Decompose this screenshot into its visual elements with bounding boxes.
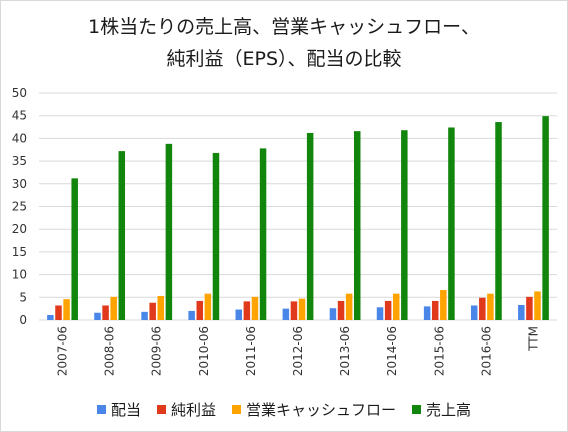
bar-2-2015-06 bbox=[431, 300, 439, 320]
bar-4-2015-06 bbox=[448, 127, 455, 320]
legend-label: 売上高 bbox=[426, 401, 472, 419]
x-tick-label: 2008-06 bbox=[103, 326, 117, 376]
bar-2-2012-06 bbox=[290, 301, 298, 320]
x-tick-label: 2012-06 bbox=[291, 326, 305, 376]
x-tick-label: 2014-06 bbox=[385, 326, 399, 376]
bar-2-2016-06 bbox=[479, 297, 486, 320]
bar-3-2011-06 bbox=[251, 296, 259, 320]
y-tick-label: 45 bbox=[12, 109, 27, 123]
bar-3-2007-06 bbox=[63, 299, 70, 320]
y-tick-label: 15 bbox=[12, 245, 27, 259]
bar-3-2012-06 bbox=[298, 298, 306, 320]
y-tick-label: 35 bbox=[12, 154, 27, 168]
bar-2-2010-06 bbox=[196, 300, 204, 320]
x-tick-label: 2009-06 bbox=[150, 326, 164, 376]
y-tick-label: 50 bbox=[12, 86, 27, 100]
bar-1-2015-06 bbox=[423, 306, 431, 320]
bar-2-2009-06 bbox=[149, 302, 156, 320]
bar-1-2007-06 bbox=[47, 315, 54, 320]
legend-swatch bbox=[412, 405, 422, 414]
bar-4-TTM bbox=[542, 116, 549, 321]
legend-label: 純利益 bbox=[170, 401, 216, 419]
x-tick-label: 2015-06 bbox=[432, 326, 446, 376]
chart-legend: 配当 純利益 営業キャッシュフロー 売上高 bbox=[1, 399, 567, 420]
bar-4-2014-06 bbox=[401, 130, 408, 320]
bar-4-2007-06 bbox=[71, 178, 78, 320]
legend-label: 配当 bbox=[110, 401, 141, 419]
legend-swatch bbox=[232, 405, 241, 414]
bar-1-2010-06 bbox=[188, 310, 195, 320]
bar-1-2009-06 bbox=[141, 311, 148, 320]
bar-1-2016-06 bbox=[470, 305, 478, 320]
bar-2-2011-06 bbox=[243, 301, 251, 320]
chart-title-line-2: 純利益（EPS）、配当の比較 bbox=[166, 48, 402, 70]
bar-4-2010-06 bbox=[212, 152, 220, 320]
y-tick-label: 25 bbox=[12, 200, 27, 214]
bar-4-2011-06 bbox=[259, 148, 267, 320]
bar-3-2010-06 bbox=[204, 293, 212, 320]
bar-2-2013-06 bbox=[337, 300, 345, 320]
legend-swatch bbox=[96, 405, 106, 414]
bar-1-2008-06 bbox=[94, 312, 101, 320]
bar-1-2011-06 bbox=[235, 309, 243, 320]
bar-1-TTM bbox=[518, 305, 525, 320]
x-tick-label: 2016-06 bbox=[479, 326, 493, 376]
x-tick-label: 2013-06 bbox=[338, 326, 352, 376]
bar-1-2014-06 bbox=[376, 307, 384, 320]
y-tick-label: 40 bbox=[12, 131, 27, 145]
bar-4-2012-06 bbox=[306, 132, 314, 320]
bar-chart: 0 5 10 15 20 25 30 35 40 45 50 2007-06 2008-06 2009-0… bbox=[12, 86, 557, 376]
bar-2-2007-06 bbox=[55, 305, 62, 320]
x-tick-label: TTM bbox=[526, 326, 540, 352]
bar-1-2012-06 bbox=[282, 308, 290, 320]
legend-item: 配当 bbox=[96, 399, 141, 420]
bar-3-TTM bbox=[534, 291, 541, 320]
y-tick-label: 30 bbox=[12, 177, 27, 191]
legend-item: 純利益 bbox=[156, 399, 216, 420]
legend-item: 売上高 bbox=[412, 399, 471, 420]
legend-item: 営業キャッシュフロー bbox=[232, 399, 396, 420]
bar-4-2016-06 bbox=[495, 122, 502, 320]
bar-2-TTM bbox=[526, 296, 533, 320]
bar-3-2009-06 bbox=[157, 295, 165, 320]
bar-2-2014-06 bbox=[384, 300, 392, 320]
x-tick-label: 2007-06 bbox=[56, 326, 70, 376]
bar-1-2013-06 bbox=[329, 308, 337, 320]
legend-swatch bbox=[156, 405, 166, 414]
y-tick-label: 10 bbox=[12, 268, 27, 282]
bar-3-2016-06 bbox=[487, 293, 494, 320]
bar-3-2013-06 bbox=[345, 293, 353, 320]
bar-3-2014-06 bbox=[392, 293, 400, 320]
legend-label: 営業キャッシュフロー bbox=[246, 401, 397, 419]
y-tick-label: 20 bbox=[12, 222, 27, 236]
bar-2-2008-06 bbox=[102, 305, 109, 320]
y-tick-label: 0 bbox=[19, 313, 27, 327]
y-tick-label: 5 bbox=[19, 290, 27, 304]
chart-title-line-1: 1株当たりの売上高、営業キャッシュフロー、 bbox=[88, 16, 480, 38]
x-tick-label: 2010-06 bbox=[197, 326, 211, 376]
x-tick-label: 2011-06 bbox=[244, 326, 258, 376]
bar-3-2008-06 bbox=[110, 296, 117, 320]
bar-3-2015-06 bbox=[440, 290, 447, 320]
bar-4-2013-06 bbox=[353, 131, 361, 320]
bar-4-2008-06 bbox=[118, 151, 126, 320]
bar-4-2009-06 bbox=[165, 143, 173, 320]
